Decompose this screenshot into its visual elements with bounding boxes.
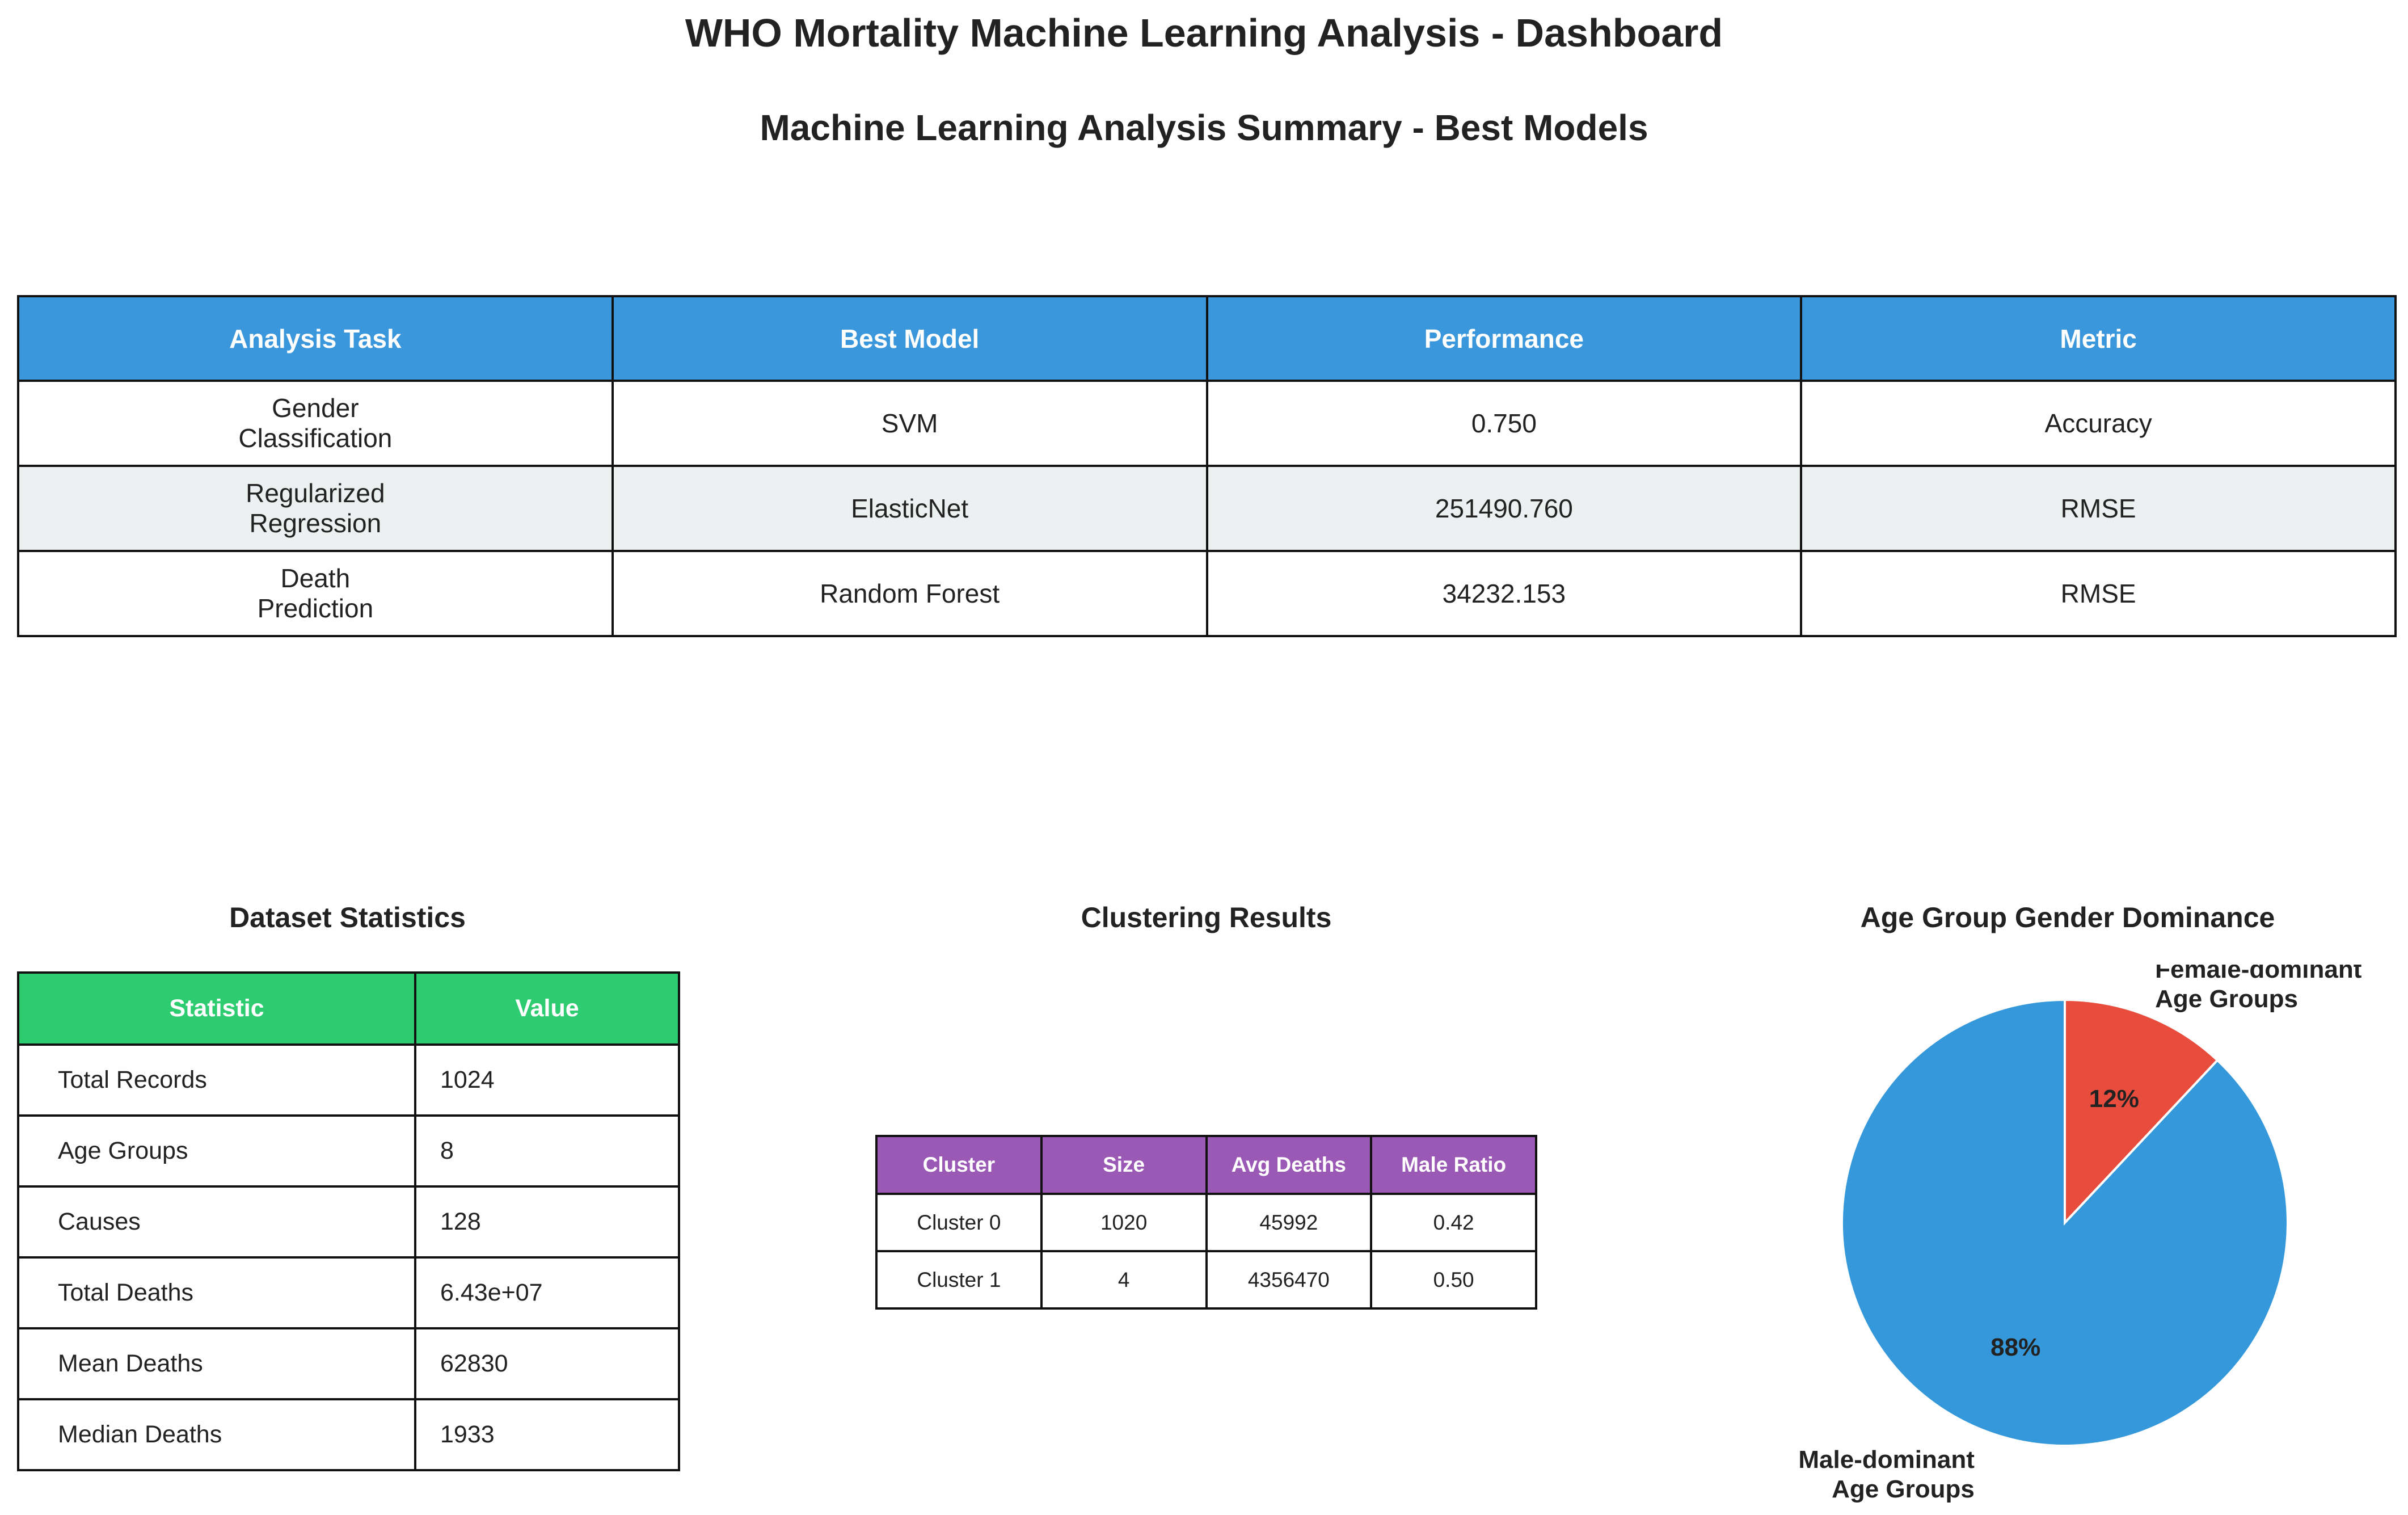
cluster-cell: Cluster 1 (875, 1250, 1043, 1310)
model-cell: SVM (611, 380, 1208, 467)
task-line: Prediction (257, 594, 374, 623)
model-cell: Random Forest (611, 550, 1208, 637)
task-line: Gender (272, 393, 359, 423)
clustering-table: Cluster Size Avg Deaths Male Ratio Clust… (875, 1135, 1537, 1310)
stat-label: Causes (17, 1185, 416, 1259)
performance-cell: 251490.760 (1205, 465, 1803, 552)
pie-slice (2064, 998, 2219, 1226)
cluster-cell: Cluster 0 (875, 1193, 1043, 1252)
pie-label-line: Age Groups (2155, 985, 2298, 1013)
pie-percent-label: 12% (2089, 1085, 2139, 1113)
table-row: Regularized Regression ElasticNet 251490.… (17, 465, 2397, 552)
column-header: Value (414, 971, 680, 1046)
stat-label: Total Records (17, 1043, 416, 1117)
models-table-title: Machine Learning Analysis Summary - Best… (760, 107, 1648, 148)
avg-deaths-cell: 4356470 (1205, 1250, 1373, 1310)
metric-cell: RMSE (1800, 465, 2397, 552)
metric-cell: Accuracy (1800, 380, 2397, 467)
column-header: Male Ratio (1370, 1135, 1537, 1195)
table-row: Cluster 0 1020 45992 0.42 (875, 1193, 1537, 1252)
task-line: Death (280, 563, 351, 594)
dataset-stats-table: Statistic Value Total Records 1024 Age Gr… (17, 971, 680, 1471)
task-line: Regularized (246, 478, 385, 508)
stat-value: 6.43e+07 (414, 1256, 680, 1329)
table-row: Mean Deaths 62830 (17, 1327, 680, 1400)
task-cell: Gender Classification (17, 380, 614, 467)
column-header: Size (1040, 1135, 1208, 1195)
male-ratio-cell: 0.50 (1370, 1250, 1537, 1310)
avg-deaths-cell: 45992 (1205, 1193, 1373, 1252)
task-cell: Regularized Regression (17, 465, 614, 552)
column-header: Avg Deaths (1205, 1135, 1373, 1195)
clustering-title: Clustering Results (1081, 902, 1332, 933)
metric-cell: RMSE (1800, 550, 2397, 637)
stat-value: 1933 (414, 1398, 680, 1471)
pie-label-line: Male-dominant (1798, 1446, 1975, 1474)
task-cell: Death Prediction (17, 550, 614, 637)
table-row: Cluster 1 4 4356470 0.50 (875, 1250, 1537, 1310)
task-line: Classification (238, 423, 393, 453)
dashboard-title: WHO Mortality Machine Learning Analysis … (685, 11, 1723, 55)
stat-value: 8 (414, 1114, 680, 1188)
performance-cell: 34232.153 (1205, 550, 1803, 637)
task-line: Regression (249, 508, 382, 538)
stat-value: 62830 (414, 1327, 680, 1400)
performance-cell: 0.750 (1205, 380, 1803, 467)
column-header: Analysis Task (17, 295, 614, 382)
stat-label: Mean Deaths (17, 1327, 416, 1400)
pie-percent-label: 88% (1990, 1333, 2040, 1361)
model-cell: ElasticNet (611, 465, 1208, 552)
table-row: Median Deaths 1933 (17, 1398, 680, 1471)
size-cell: 1020 (1040, 1193, 1208, 1252)
dataset-stats-title: Dataset Statistics (229, 902, 466, 933)
pie-label-line: Female-dominant (2155, 965, 2362, 983)
table-row: Total Deaths 6.43e+07 (17, 1256, 680, 1329)
best-models-table: Analysis Task Best Model Performance Met… (17, 295, 2397, 637)
male-ratio-cell: 0.42 (1370, 1193, 1537, 1252)
pie-label-line: Age Groups (1832, 1475, 1975, 1503)
pie-slice-label: Female-dominant Age Groups (2155, 965, 2362, 1013)
table-row: Total Records 1024 (17, 1043, 680, 1117)
stat-label: Median Deaths (17, 1398, 416, 1471)
table-row: Causes 128 (17, 1185, 680, 1259)
column-header: Performance (1205, 295, 1803, 382)
stat-label: Total Deaths (17, 1256, 416, 1329)
column-header: Best Model (611, 295, 1208, 382)
size-cell: 4 (1040, 1250, 1208, 1310)
gender-dominance-pie-chart: 12% Female-dominant Age Groups 88% Male-domi… (1798, 965, 2362, 1503)
column-header: Cluster (875, 1135, 1043, 1195)
pie-slice-label: Male-dominant Age Groups (1798, 1446, 1975, 1503)
pie-slice (1841, 998, 2289, 1447)
column-header: Metric (1800, 295, 2397, 382)
table-header-row: Cluster Size Avg Deaths Male Ratio (875, 1135, 1537, 1195)
stat-label: Age Groups (17, 1114, 416, 1188)
pie-chart-title: Age Group Gender Dominance (1860, 902, 2275, 933)
table-header-row: Analysis Task Best Model Performance Met… (17, 295, 2397, 382)
table-row: Gender Classification SVM 0.750 Accuracy (17, 380, 2397, 467)
table-header-row: Statistic Value (17, 971, 680, 1046)
table-row: Age Groups 8 (17, 1114, 680, 1188)
stat-value: 1024 (414, 1043, 680, 1117)
stat-value: 128 (414, 1185, 680, 1259)
table-row: Death Prediction Random Forest 34232.153 … (17, 550, 2397, 637)
column-header: Statistic (17, 971, 416, 1046)
